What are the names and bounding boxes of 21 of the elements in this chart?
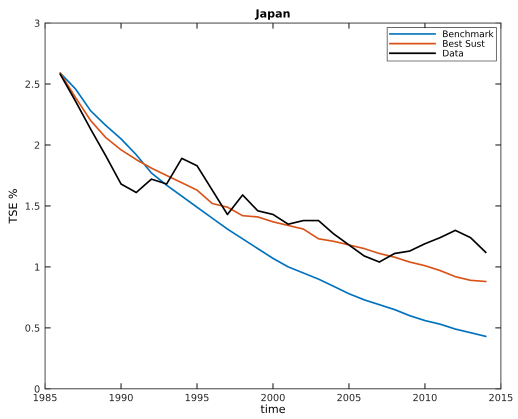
chart-title: Japan [254, 9, 290, 20]
y-tick-label: 0 [34, 385, 40, 393]
y-tick-label: 3 [34, 20, 40, 27]
x-tick-label: 2015 [489, 394, 512, 402]
legend-label: Data [443, 50, 463, 57]
x-tick-label: 1985 [34, 394, 57, 402]
y-tick-label: 1 [35, 264, 40, 271]
x-tick-label: 2010 [413, 394, 437, 402]
y-tick-label: 2.5 [25, 80, 40, 88]
x-tick-label: 2000 [261, 394, 285, 402]
legend-label: Best Sust [443, 40, 485, 47]
legend-label: Benchmark [443, 30, 494, 38]
y-axis-title: TSE % [8, 189, 18, 224]
x-tick-label: 1990 [110, 394, 133, 402]
x-tick-label: 1995 [186, 394, 209, 402]
y-tick-label: 2 [34, 141, 40, 149]
x-axis-title: time [260, 404, 285, 414]
line-series [59, 72, 487, 338]
x-tick-label: 2005 [337, 394, 360, 402]
y-tick-label: 1.5 [26, 202, 40, 210]
y-tick-label: 0.5 [25, 324, 40, 332]
